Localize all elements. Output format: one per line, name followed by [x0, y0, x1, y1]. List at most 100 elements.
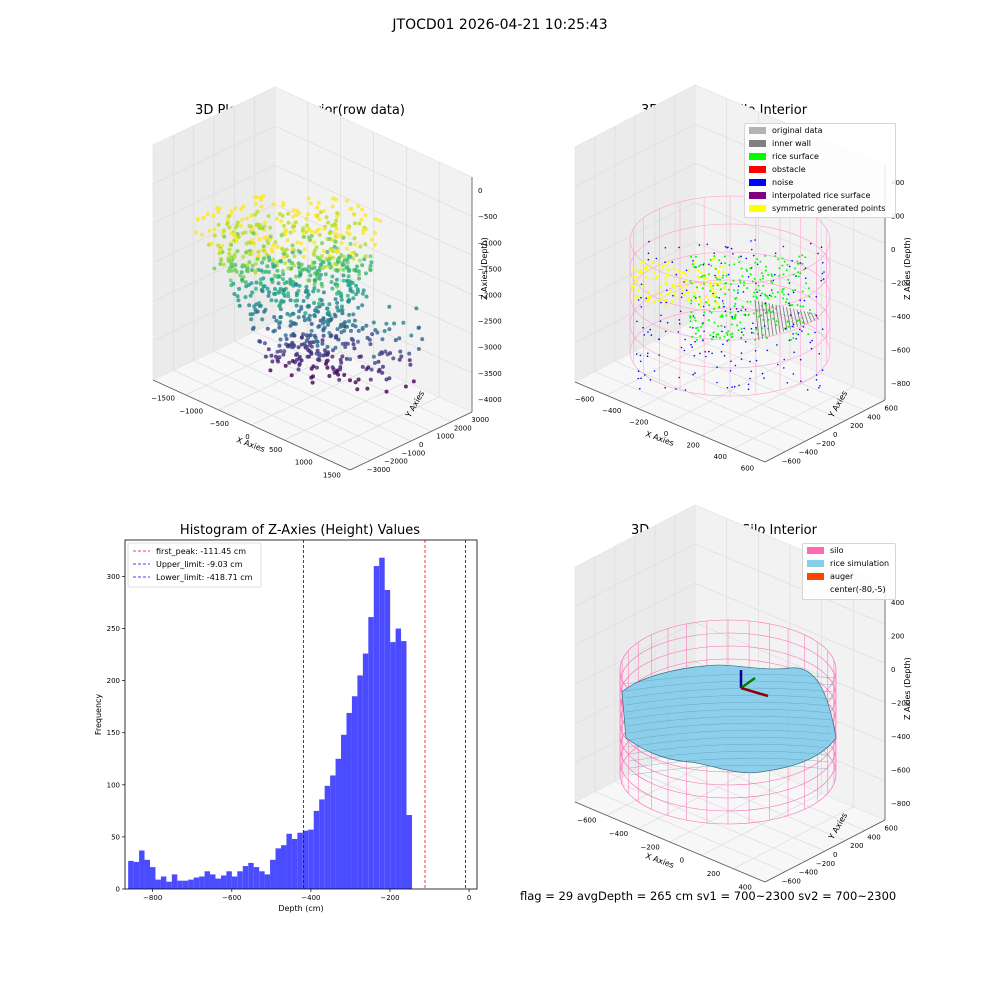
panel4-ytick-label: 0	[833, 851, 837, 859]
raw-point	[276, 289, 281, 294]
raw-point	[266, 214, 271, 219]
raw-point	[335, 327, 340, 332]
rice-surface-point	[708, 273, 710, 276]
panel1-ztick-label: −2500	[478, 318, 502, 326]
symmetric-point	[652, 261, 655, 264]
rice-surface-point	[725, 282, 728, 284]
rice-surface-point	[712, 331, 715, 334]
rice-surface-point	[799, 272, 802, 275]
raw-point	[368, 342, 373, 347]
raw-point	[256, 253, 261, 258]
noise-point	[720, 351, 723, 353]
noise-point	[742, 291, 745, 293]
panel2-ztick-label: 400	[891, 179, 904, 187]
symmetric-point	[664, 276, 667, 279]
symmetric-point	[677, 283, 680, 286]
raw-point	[308, 237, 312, 242]
raw-point	[354, 292, 359, 297]
inner-wall-point	[803, 311, 809, 324]
raw-point	[258, 195, 263, 200]
panel1-ztick-label: −1500	[478, 265, 502, 273]
symmetric-point	[705, 295, 708, 298]
symmetric-point	[667, 260, 671, 263]
raw-point	[364, 323, 369, 328]
raw-point	[241, 204, 246, 209]
auger-axis-y	[740, 676, 756, 690]
raw-point	[270, 280, 275, 284]
raw-point	[267, 270, 271, 274]
raw-point	[301, 332, 306, 337]
histogram-bar	[210, 874, 216, 889]
raw-point	[219, 256, 223, 261]
raw-point	[251, 325, 256, 330]
raw-point	[381, 364, 385, 369]
raw-point	[343, 320, 347, 325]
rice-surface-point	[693, 265, 695, 268]
panel4-legend: silo rice simulation auger center(-80,-5)	[802, 543, 896, 600]
rice-surface-point	[690, 299, 693, 302]
raw-point	[333, 345, 338, 350]
noise-point	[792, 373, 795, 375]
histogram-bar	[171, 874, 178, 889]
noise-point	[675, 273, 678, 276]
inner-wall-point	[761, 301, 767, 338]
noise-point	[649, 379, 652, 381]
rice-surface-point	[778, 267, 781, 270]
raw-point	[243, 280, 248, 285]
legend-item: rice simulation	[803, 557, 895, 570]
raw-point	[235, 294, 240, 299]
rice-surface-point	[716, 284, 719, 287]
symmetric-point	[696, 275, 699, 279]
panel2-ztick-label: 200	[891, 212, 904, 220]
inner-wall-point	[782, 306, 788, 331]
raw-point	[317, 301, 321, 306]
raw-point	[255, 257, 260, 262]
rice-surface-point	[715, 335, 718, 338]
raw-point	[211, 213, 216, 218]
raw-point	[325, 250, 330, 254]
raw-point	[332, 222, 337, 227]
raw-point	[281, 352, 286, 357]
noise-point	[738, 384, 740, 387]
histogram-bar	[373, 566, 380, 889]
raw-point	[352, 318, 357, 323]
raw-point	[277, 274, 282, 279]
panel2-ztick-label: −800	[891, 380, 910, 388]
raw-point	[266, 347, 271, 352]
rice-surface-point	[742, 306, 745, 309]
histogram-bar	[286, 833, 292, 889]
legend-label: rice surface	[772, 152, 819, 161]
rice-surface-point	[807, 333, 810, 336]
noise-point	[750, 267, 753, 269]
raw-point	[306, 226, 311, 231]
rice-surface-point	[717, 325, 720, 328]
noise-point	[776, 344, 778, 346]
raw-point	[257, 304, 262, 308]
raw-point	[261, 244, 266, 249]
raw-point	[347, 297, 352, 302]
rice-surface-point	[786, 263, 789, 266]
legend-label: center(-80,-5)	[830, 585, 886, 594]
raw-point	[420, 337, 425, 342]
symmetric-point	[646, 269, 649, 272]
rice-surface-point	[725, 274, 728, 277]
raw-point	[407, 358, 412, 363]
rice-surface-point	[701, 287, 704, 290]
rice-surface-point	[698, 295, 701, 298]
raw-point	[360, 263, 365, 268]
noise-point	[801, 330, 803, 332]
rice-surface-point	[727, 330, 730, 333]
raw-point	[312, 314, 317, 319]
rice-surface-point	[772, 317, 775, 320]
rice-surface-point	[782, 287, 785, 290]
rice-surface-point	[766, 337, 768, 340]
noise-point	[786, 382, 789, 384]
noise-point	[761, 372, 764, 375]
noise-point	[637, 377, 639, 380]
rice-simulation-surface	[621, 664, 837, 774]
histogram-bar	[330, 775, 336, 889]
noise-point	[721, 330, 723, 333]
noise-point	[737, 310, 739, 313]
histogram-bar	[253, 867, 260, 889]
raw-point	[327, 253, 332, 258]
